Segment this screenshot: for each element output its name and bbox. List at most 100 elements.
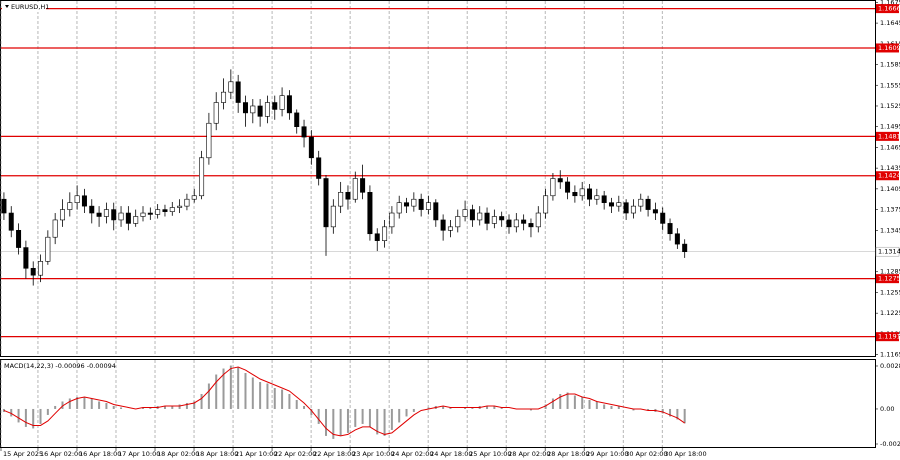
x-tick-label: 15 Apr 2025 [3, 450, 43, 458]
level-box [876, 43, 899, 53]
macd-bar [332, 408, 335, 439]
macd-bar [295, 399, 298, 409]
macd-bar [310, 408, 313, 415]
candle-body [191, 195, 197, 200]
level-box [876, 171, 899, 181]
candle-body [667, 223, 673, 235]
candle-body [96, 212, 102, 217]
level-label: 1.1191 [878, 333, 900, 341]
candle-body [469, 209, 475, 221]
macd-bar [281, 389, 284, 409]
candle-body [682, 243, 688, 253]
candle-body [608, 202, 614, 207]
candle-body [660, 212, 666, 224]
macd-bar [46, 408, 49, 415]
candle-body [308, 136, 314, 159]
candle-body [557, 178, 563, 183]
y-tick-label: 1.1675 [880, 0, 900, 6]
macd-bar [98, 401, 101, 409]
candle-body [111, 209, 117, 221]
candle-body [323, 178, 329, 228]
level-label: 1.1481 [878, 132, 900, 140]
candle-body [616, 202, 622, 207]
candle-body [455, 216, 461, 228]
y-tick-label: 1.1645 [880, 19, 900, 27]
macd-bar [76, 396, 79, 409]
y-tick-label: 1.1345 [880, 226, 900, 234]
candle-body [169, 207, 175, 212]
y-tick-label: 1.1495 [880, 123, 900, 131]
macd-panel [0, 359, 876, 448]
macd-bar [603, 404, 606, 409]
x-tick-label: 18 Apr 18:00 [196, 450, 238, 458]
candle-body [147, 212, 153, 215]
macd-bar [163, 405, 166, 409]
y-tick-label: -0.00234 [880, 440, 900, 448]
candle-body [118, 212, 124, 221]
x-tick-label: 23 Apr 10:00 [352, 450, 394, 458]
y-tick-label: 1.1165 [880, 351, 900, 359]
candle-body [16, 229, 22, 248]
candle-body [425, 202, 431, 210]
macd-bar [661, 408, 664, 414]
macd-bar [669, 408, 672, 417]
candle-body [272, 102, 278, 110]
level-box [876, 274, 899, 284]
macd-bar [39, 408, 42, 424]
candle-body [601, 195, 607, 203]
macd-bar [632, 408, 635, 411]
candle-body [440, 219, 446, 231]
macd-bar [398, 408, 401, 423]
macd-bar [346, 408, 349, 433]
macd-bar [237, 367, 240, 409]
candle-body [513, 219, 519, 228]
candle-body [67, 202, 73, 210]
level-label: 1.1609 [878, 44, 900, 52]
macd-bar [54, 405, 57, 409]
candle-body [572, 192, 578, 197]
candle-body [374, 233, 380, 241]
macd-bar [412, 408, 415, 412]
macd-bar [390, 408, 393, 430]
macd-bar [24, 408, 27, 427]
macd-bar [383, 408, 386, 436]
macd-bar [83, 396, 86, 409]
macd-bar [551, 398, 554, 409]
x-tick-label: 25 Apr 10:00 [469, 450, 511, 458]
y-tick-label: 1.1555 [880, 81, 900, 89]
last-price-label: 1.1314 [878, 248, 900, 256]
y-tick-label: 1.1375 [880, 206, 900, 214]
title-box [2, 2, 46, 12]
y-tick-label: 1.1225 [880, 309, 900, 317]
candle-body [630, 205, 636, 214]
candle-body [257, 105, 263, 117]
last-price-box [875, 246, 900, 257]
macd-bar [595, 401, 598, 409]
candle-body [81, 195, 87, 207]
macd-bar [544, 404, 547, 409]
y-tick-label: 0.00 [880, 405, 894, 413]
candle-body [477, 212, 483, 221]
macd-bar [317, 408, 320, 424]
macd-bar [427, 407, 430, 409]
x-tick-label: 30 Apr 18:00 [664, 450, 706, 458]
candle-body [30, 267, 36, 276]
candle-body [250, 105, 256, 114]
macd-bar [61, 401, 64, 409]
macd-bar [149, 407, 152, 409]
candle-body [579, 188, 585, 197]
candle-body [74, 195, 80, 203]
level-box [876, 131, 899, 141]
candle-body [52, 219, 58, 238]
level-label: 1.1424 [878, 172, 900, 180]
candle-body [411, 198, 417, 207]
candle-body [345, 192, 351, 200]
candle-body [155, 209, 161, 215]
x-tick-label: 17 Apr 10:00 [118, 450, 160, 458]
candle-body [491, 216, 497, 224]
macd-bar [581, 396, 584, 409]
macd-bar [647, 408, 650, 411]
macd-bar [200, 393, 203, 409]
x-tick-label: 30 Apr 02:00 [625, 450, 667, 458]
macd-bar [251, 377, 254, 409]
